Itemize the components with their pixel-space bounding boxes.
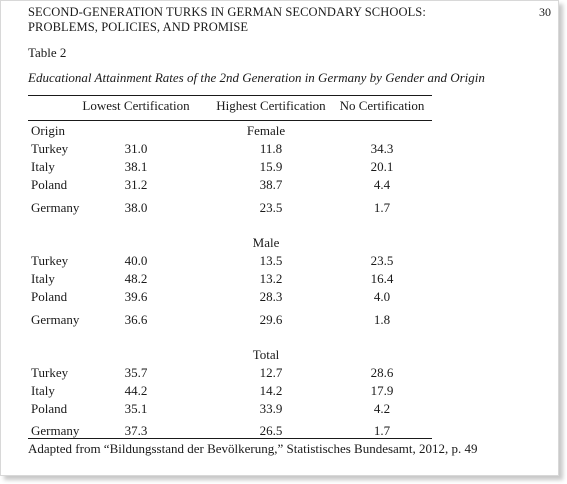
row-origin: Poland	[31, 289, 68, 304]
cell-lowest: 38.1	[124, 159, 148, 174]
cell-highest: 12.7	[259, 365, 283, 380]
row-origin: Poland	[31, 401, 68, 416]
column-header-lowest: Lowest Certification	[82, 98, 190, 113]
group-label-male: Male	[252, 235, 280, 250]
cell-highest: 11.8	[259, 141, 283, 156]
group-label-female: Female	[246, 123, 286, 138]
cell-highest: 33.9	[259, 401, 283, 416]
cell-highest: 38.7	[259, 177, 283, 192]
cell-highest: 15.9	[259, 159, 283, 174]
source-note: Adapted from “Bildungsstand der Bevölker…	[28, 441, 478, 456]
cell-none: 4.2	[373, 401, 391, 416]
table-header-rule	[28, 120, 432, 121]
row-origin: Germany	[31, 423, 80, 438]
row-header-origin: Origin	[31, 123, 65, 138]
page-number: 30	[539, 5, 551, 19]
cell-highest: 23.5	[259, 200, 283, 215]
cell-lowest: 44.2	[124, 383, 148, 398]
cell-highest: 13.2	[259, 271, 283, 286]
cell-none: 1.8	[373, 312, 391, 327]
cell-none: 20.1	[370, 159, 394, 174]
row-origin: Italy	[31, 159, 55, 174]
row-origin: Turkey	[31, 253, 69, 268]
cell-lowest: 40.0	[124, 253, 148, 268]
cell-none: 17.9	[370, 383, 394, 398]
cell-lowest: 35.7	[124, 365, 148, 380]
column-header-none: No Certification	[339, 98, 425, 113]
cell-lowest: 35.1	[124, 401, 148, 416]
cell-highest: 14.2	[259, 383, 283, 398]
cell-highest: 13.5	[259, 253, 283, 268]
row-origin: Poland	[31, 177, 68, 192]
cell-none: 4.0	[373, 289, 391, 304]
cell-highest: 29.6	[259, 312, 283, 327]
cell-none: 16.4	[370, 271, 394, 286]
cell-none: 28.6	[370, 365, 394, 380]
cell-none: 34.3	[370, 141, 394, 156]
cell-lowest: 36.6	[124, 312, 148, 327]
cell-lowest: 39.6	[124, 289, 148, 304]
row-origin: Turkey	[31, 141, 69, 156]
row-origin: Italy	[31, 271, 55, 286]
row-origin: Turkey	[31, 365, 69, 380]
running-head: SECOND-GENERATION TURKS IN GERMAN SECOND…	[28, 5, 426, 34]
cell-none: 1.7	[373, 200, 391, 215]
table-label: Table 2	[28, 45, 67, 60]
group-label-total: Total	[252, 347, 280, 362]
table-top-rule	[28, 95, 432, 96]
cell-lowest: 38.0	[124, 200, 148, 215]
table-bottom-rule	[28, 438, 432, 439]
cell-highest: 26.5	[259, 423, 283, 438]
column-header-highest: Highest Certification	[216, 98, 326, 113]
document-page: SECOND-GENERATION TURKS IN GERMAN SECOND…	[0, 0, 559, 476]
row-origin: Germany	[31, 200, 80, 215]
row-origin: Italy	[31, 383, 55, 398]
cell-none: 4.4	[373, 177, 391, 192]
cell-lowest: 37.3	[124, 423, 148, 438]
cell-none: 23.5	[370, 253, 394, 268]
cell-lowest: 31.0	[124, 141, 148, 156]
cell-none: 1.7	[373, 423, 391, 438]
cell-lowest: 31.2	[124, 177, 148, 192]
row-origin: Germany	[31, 312, 80, 327]
table-title: Educational Attainment Rates of the 2nd …	[28, 70, 485, 85]
cell-lowest: 48.2	[124, 271, 148, 286]
cell-highest: 28.3	[259, 289, 283, 304]
